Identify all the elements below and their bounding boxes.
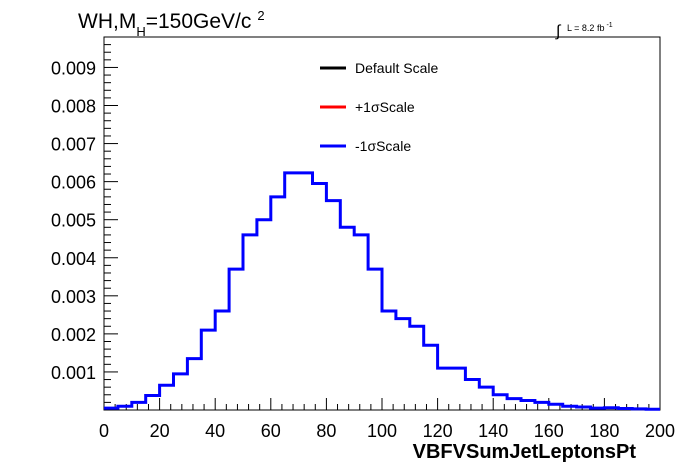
x-axis-label: VBFVSumJetLeptonsPt	[413, 441, 637, 463]
y-tick-label: 0.008	[51, 97, 96, 117]
x-tick-label: 20	[150, 421, 170, 441]
x-tick-label: 100	[367, 421, 397, 441]
y-tick-label: 0.001	[51, 363, 96, 383]
series-group	[104, 171, 660, 411]
legend-label-plus1sigma: +1σScale	[355, 99, 415, 115]
x-tick-label: 200	[645, 421, 675, 441]
x-axis: 0 20 40 60 80 100 120 140 160 180 200	[99, 398, 675, 441]
legend-entry-plus1sigma: +1σScale	[320, 99, 415, 115]
svg-text:L = 8.2 fb-1: L = 8.2 fb -1	[567, 22, 613, 33]
x-tick-label: 140	[478, 421, 508, 441]
legend-label-default: Default Scale	[355, 60, 438, 76]
legend-entry-minus1sigma: -1σScale	[320, 138, 411, 154]
y-tick-label: 0.007	[51, 135, 96, 155]
y-tick-label: 0.004	[51, 249, 96, 269]
x-tick-label: 180	[589, 421, 619, 441]
y-tick-label: 0.005	[51, 211, 96, 231]
y-tick-label: 0.006	[51, 173, 96, 193]
legend: Default Scale +1σScale -1σScale	[320, 60, 438, 154]
x-tick-label: 60	[261, 421, 281, 441]
legend-entry-default: Default Scale	[320, 60, 438, 76]
x-tick-label: 40	[205, 421, 225, 441]
x-tick-label: 80	[316, 421, 336, 441]
x-tick-label: 0	[99, 421, 109, 441]
legend-label-minus1sigma: -1σScale	[355, 138, 411, 154]
integral-sign-icon: ∫	[555, 23, 562, 40]
series-line-0	[104, 171, 660, 411]
y-axis: 0.001 0.002 0.003 0.004 0.005 0.006 0.007 0.008…	[51, 36, 118, 411]
y-tick-label: 0.003	[51, 287, 96, 307]
x-tick-label: 160	[534, 421, 564, 441]
y-tick-label: 0.009	[51, 58, 96, 78]
chart-title: WH,MH=150GeV/c 2	[78, 8, 265, 39]
x-tick-label: 120	[423, 421, 453, 441]
luminosity-label: ∫ L = 8.2 fb -1	[555, 22, 613, 40]
y-tick-label: 0.002	[51, 325, 96, 345]
